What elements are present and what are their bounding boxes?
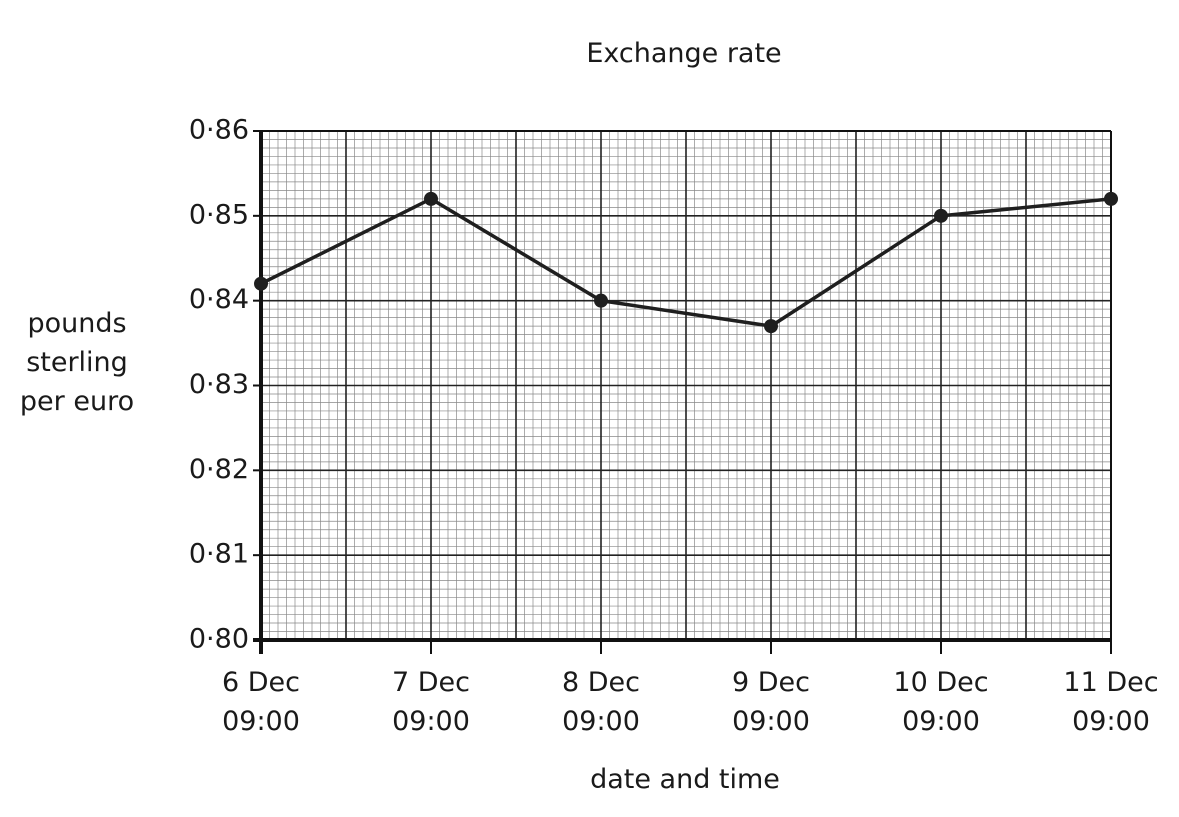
x-tick-label: 8 Dec 09:00 bbox=[561, 667, 640, 737]
x-tick-label: 6 Dec 09:00 bbox=[221, 667, 300, 737]
point bbox=[594, 293, 608, 308]
y-tick-label: 0·86 bbox=[189, 115, 249, 146]
y-tick-label: 0·81 bbox=[189, 539, 249, 570]
point bbox=[1104, 191, 1118, 206]
y-axis-label: pounds sterling per euro bbox=[19, 308, 135, 417]
x-tick-label: 11 Dec 09:00 bbox=[1063, 667, 1159, 737]
y-tick-label: 0·84 bbox=[189, 284, 249, 315]
point bbox=[934, 208, 948, 223]
point bbox=[424, 191, 438, 206]
x-tick-label: 10 Dec 09:00 bbox=[893, 667, 989, 737]
x-tick-label: 9 Dec 09:00 bbox=[731, 667, 810, 737]
point bbox=[254, 276, 268, 291]
point bbox=[764, 319, 778, 334]
y-tick-label: 0·85 bbox=[189, 199, 249, 230]
chart-title: Exchange rate bbox=[586, 38, 782, 69]
line bbox=[260, 196, 1112, 328]
x-tick-label: 7 Dec 09:00 bbox=[391, 667, 470, 737]
y-tick-label: 0·80 bbox=[189, 624, 249, 655]
y-tick-label: 0·82 bbox=[189, 454, 249, 485]
y-tick-label: 0·83 bbox=[189, 369, 249, 400]
x-axis-label: date and time bbox=[590, 764, 780, 795]
